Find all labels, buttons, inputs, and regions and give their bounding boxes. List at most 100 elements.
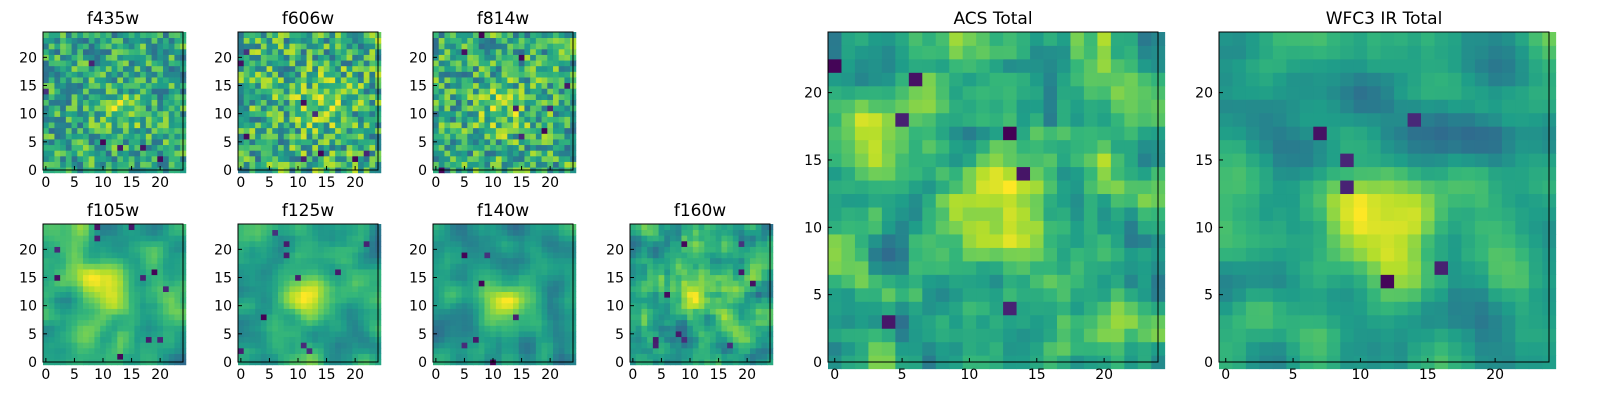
- heatmap-cell: [732, 240, 739, 247]
- heatmap-cell: [312, 144, 319, 151]
- heatmap-cell: [490, 240, 497, 247]
- heatmap-cell: [530, 71, 537, 78]
- heatmap-cell: [1056, 247, 1071, 262]
- heatmap-cell: [444, 65, 451, 72]
- heatmap-cell: [163, 336, 170, 343]
- heatmap-cell: [727, 314, 734, 321]
- heatmap-cell: [1003, 247, 1017, 262]
- heatmap-cell: [438, 93, 445, 100]
- heatmap-cell: [278, 88, 285, 95]
- heatmap-cell: [318, 116, 325, 123]
- heatmap-cell: [630, 252, 637, 259]
- heatmap-cell: [738, 319, 745, 326]
- heatmap-cell: [54, 336, 61, 343]
- heatmap-cell: [260, 263, 267, 270]
- heatmap-cell: [128, 302, 135, 309]
- heatmap-cell: [444, 291, 451, 298]
- heatmap-cell: [1016, 220, 1031, 235]
- heatmap-cell: [329, 224, 336, 231]
- heatmap-cell: [558, 37, 565, 44]
- heatmap-cell: [94, 280, 101, 287]
- heatmap-cell: [530, 139, 537, 146]
- heatmap-cell: [48, 331, 55, 338]
- heatmap-cell: [755, 252, 762, 259]
- heatmap-cell: [249, 82, 256, 89]
- heatmap-cell: [467, 336, 474, 343]
- heatmap-cell: [962, 301, 977, 316]
- heatmap-cell: [541, 65, 548, 72]
- heatmap-cell: [895, 301, 910, 316]
- heatmap-cell: [352, 302, 359, 309]
- heatmap-cell: [369, 342, 376, 349]
- heatmap-cell: [300, 82, 307, 89]
- heatmap-cell: [358, 71, 365, 78]
- heatmap-cell: [698, 331, 705, 338]
- heatmap-cell: [478, 314, 485, 321]
- heatmap-cell: [698, 280, 705, 287]
- heatmap-cell: [547, 144, 554, 151]
- heatmap-cell: [238, 43, 245, 50]
- heatmap-cell: [495, 347, 502, 354]
- heatmap-cell: [163, 308, 170, 315]
- heatmap-cell: [495, 54, 502, 61]
- heatmap-cell: [260, 60, 267, 67]
- heatmap-cell: [111, 319, 118, 326]
- heatmap-cell: [750, 280, 757, 287]
- heatmap-cell: [547, 229, 554, 236]
- heatmap-cell: [363, 65, 370, 72]
- x-tick-label: 0: [431, 367, 440, 383]
- heatmap-cell: [547, 48, 554, 55]
- heatmap-cell: [670, 280, 677, 287]
- heatmap-cell: [507, 37, 514, 44]
- heatmap-cell: [128, 150, 135, 157]
- heatmap-cell: [647, 285, 654, 292]
- heatmap-cell: [1043, 328, 1058, 343]
- heatmap-cell: [266, 285, 273, 292]
- heatmap-cell: [340, 116, 347, 123]
- heatmap-cell: [541, 331, 548, 338]
- heatmap-cells: [433, 224, 577, 366]
- heatmap-cell: [312, 336, 319, 343]
- heatmap-cell: [461, 331, 468, 338]
- heatmap-cell: [318, 60, 325, 67]
- heatmap-cell: [300, 336, 307, 343]
- heatmap-cell: [83, 122, 90, 129]
- heatmap-cell: [495, 71, 502, 78]
- heatmap-cell: [1097, 247, 1112, 262]
- heatmap-cell: [358, 347, 365, 354]
- heatmap-cell: [721, 263, 728, 270]
- heatmap-cell: [289, 71, 296, 78]
- heatmap-cell: [117, 336, 124, 343]
- heatmap-cell: [77, 263, 84, 270]
- heatmap-cell: [553, 110, 560, 117]
- heatmap-cell: [501, 37, 508, 44]
- heatmap-cell: [495, 342, 502, 349]
- heatmap-cell: [168, 314, 175, 321]
- heatmap-cell: [283, 54, 290, 61]
- heatmap-cell: [140, 235, 147, 242]
- heatmap-cell: [652, 246, 659, 253]
- heatmap-cell: [641, 347, 648, 354]
- panel-title: f140w: [477, 201, 529, 221]
- heatmap-cell: [895, 314, 910, 329]
- heatmap-cell: [300, 308, 307, 315]
- heatmap-cell: [962, 207, 977, 221]
- heatmap-cell: [641, 353, 648, 360]
- heatmap-cell: [841, 260, 856, 275]
- heatmap-cell: [541, 139, 548, 146]
- heatmap-cell: [163, 88, 170, 95]
- heatmap-cell: [300, 224, 307, 231]
- heatmap-cell: [123, 116, 130, 123]
- heatmap-cell: [732, 314, 739, 321]
- heatmap-cell: [761, 240, 768, 247]
- heatmap-cell: [300, 127, 307, 134]
- heatmap-cell: [283, 336, 290, 343]
- heatmap-cell: [100, 297, 107, 304]
- heatmap-cell: [652, 325, 659, 332]
- heatmap-cell: [117, 280, 124, 287]
- heatmap-cell: [369, 252, 376, 259]
- heatmap-cell: [340, 308, 347, 315]
- heatmap-cell: [83, 224, 90, 231]
- heatmap-cell: [329, 269, 336, 276]
